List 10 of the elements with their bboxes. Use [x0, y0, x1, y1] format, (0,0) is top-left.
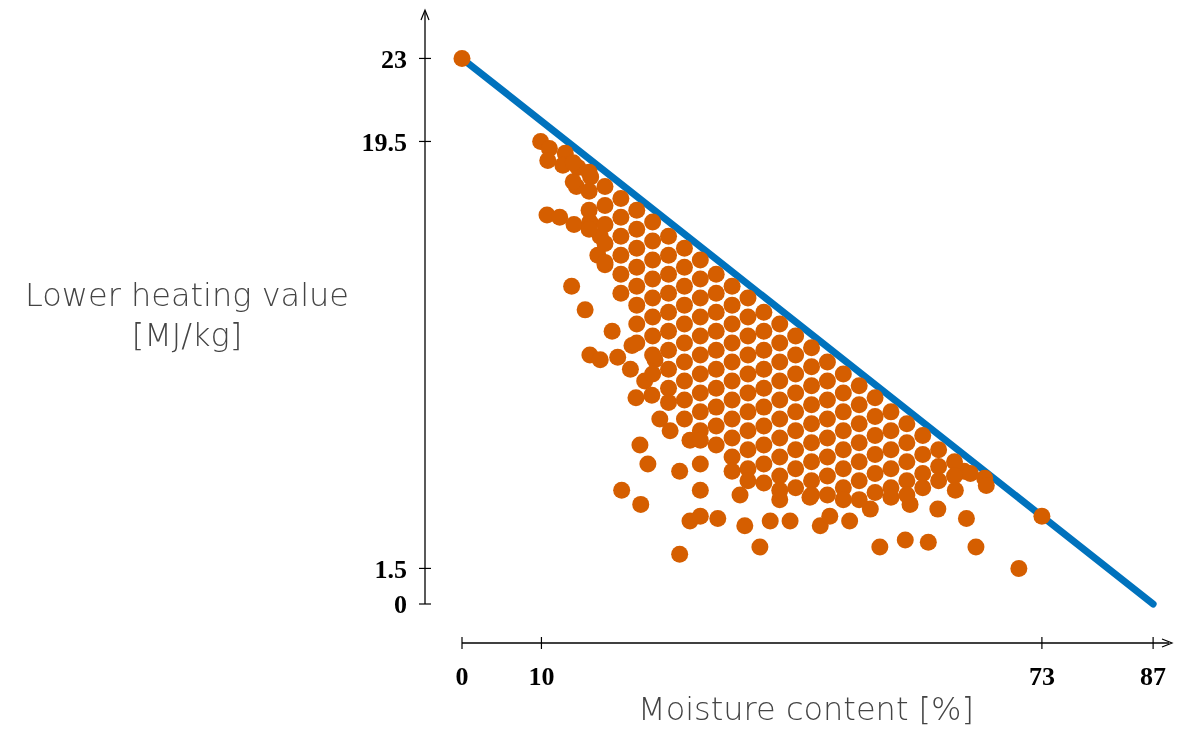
- x-axis-title: Moisture content [%]: [638, 690, 974, 728]
- x-tick-label: 87: [1140, 662, 1167, 691]
- x-tick-label: 73: [1028, 662, 1055, 691]
- y-tick-label: 19.5: [361, 127, 407, 157]
- y-tick-label: 23: [381, 44, 407, 74]
- y-tick-label: 0: [394, 590, 407, 620]
- y-axis-title: Lower heating value [MJ/kg]: [24, 276, 350, 354]
- y-tick-label: 1.5: [374, 554, 407, 584]
- x-tick-label: 0: [455, 662, 469, 691]
- x-tick-label: 10: [528, 662, 555, 691]
